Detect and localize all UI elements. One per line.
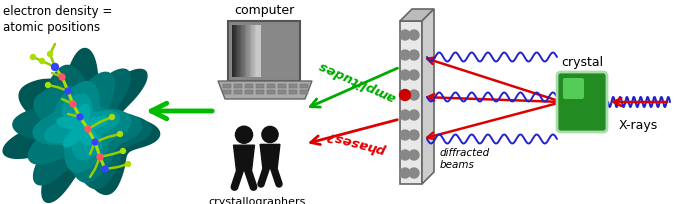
Text: diffracted
beams: diffracted beams <box>440 147 490 169</box>
Text: computer: computer <box>234 4 294 17</box>
Bar <box>223 91 231 94</box>
Bar <box>245 26 249 78</box>
Bar <box>251 26 256 78</box>
Bar <box>256 91 264 94</box>
Bar <box>235 26 239 78</box>
Bar <box>289 85 297 89</box>
Text: phases?: phases? <box>327 128 388 156</box>
Circle shape <box>59 75 65 81</box>
Circle shape <box>400 130 410 140</box>
Bar <box>300 91 308 94</box>
Polygon shape <box>57 105 108 147</box>
Circle shape <box>126 162 130 167</box>
Bar <box>247 26 251 78</box>
Circle shape <box>409 91 419 101</box>
Bar <box>278 85 286 89</box>
Bar <box>234 85 242 89</box>
Bar <box>256 26 260 78</box>
Circle shape <box>400 51 410 61</box>
Bar <box>267 91 275 94</box>
Circle shape <box>118 132 122 137</box>
Text: electron density =
atomic positions: electron density = atomic positions <box>3 5 112 34</box>
Circle shape <box>39 59 45 64</box>
Circle shape <box>409 71 419 81</box>
Bar <box>289 91 297 94</box>
Polygon shape <box>400 22 422 184</box>
Circle shape <box>400 168 410 178</box>
Circle shape <box>400 90 410 101</box>
Circle shape <box>110 115 114 120</box>
Polygon shape <box>33 82 131 173</box>
Bar <box>261 82 267 90</box>
Circle shape <box>65 89 71 94</box>
Circle shape <box>120 149 126 154</box>
Circle shape <box>409 130 419 140</box>
Circle shape <box>85 126 91 132</box>
Polygon shape <box>45 95 119 160</box>
Bar <box>243 26 247 78</box>
Bar <box>278 91 286 94</box>
Bar <box>300 85 308 89</box>
Polygon shape <box>3 49 160 202</box>
Bar <box>256 85 264 89</box>
Bar <box>241 26 245 78</box>
Polygon shape <box>28 73 142 182</box>
Polygon shape <box>260 145 280 168</box>
Circle shape <box>400 31 410 41</box>
Circle shape <box>92 139 98 145</box>
Bar <box>249 26 253 78</box>
Bar <box>245 85 253 89</box>
Bar <box>240 26 244 78</box>
Polygon shape <box>422 10 434 184</box>
Polygon shape <box>218 82 312 100</box>
Bar <box>245 91 253 94</box>
Bar <box>246 26 250 78</box>
Bar <box>267 85 275 89</box>
Bar <box>254 26 258 78</box>
Polygon shape <box>233 145 254 170</box>
Circle shape <box>400 71 410 81</box>
Circle shape <box>70 102 76 108</box>
FancyBboxPatch shape <box>563 79 584 100</box>
Text: amplitudes: amplitudes <box>317 58 398 103</box>
Circle shape <box>409 31 419 41</box>
Bar <box>239 26 243 78</box>
Bar <box>228 22 300 82</box>
Circle shape <box>235 126 253 144</box>
Bar <box>237 26 241 78</box>
Circle shape <box>102 166 108 172</box>
FancyBboxPatch shape <box>557 73 607 132</box>
Polygon shape <box>13 66 151 189</box>
Circle shape <box>409 51 419 61</box>
Circle shape <box>97 154 103 160</box>
Bar <box>242 26 247 78</box>
Bar <box>252 26 257 78</box>
Circle shape <box>51 64 59 71</box>
Bar <box>232 26 236 78</box>
Circle shape <box>409 110 419 120</box>
Circle shape <box>45 83 51 88</box>
Circle shape <box>409 168 419 178</box>
Polygon shape <box>400 10 434 22</box>
Bar <box>250 26 254 78</box>
Circle shape <box>400 110 410 120</box>
Bar <box>255 26 259 78</box>
Circle shape <box>30 55 36 60</box>
Circle shape <box>47 52 53 57</box>
Bar <box>233 26 237 78</box>
Text: crystallographers: crystallographers <box>208 196 306 204</box>
Circle shape <box>77 114 83 120</box>
Text: crystal: crystal <box>561 56 603 69</box>
Bar <box>236 26 240 78</box>
Bar <box>223 85 231 89</box>
Circle shape <box>400 150 410 160</box>
Text: X-rays: X-rays <box>619 118 658 131</box>
Circle shape <box>400 91 410 101</box>
Circle shape <box>409 150 419 160</box>
Bar <box>234 91 242 94</box>
Circle shape <box>262 127 278 143</box>
